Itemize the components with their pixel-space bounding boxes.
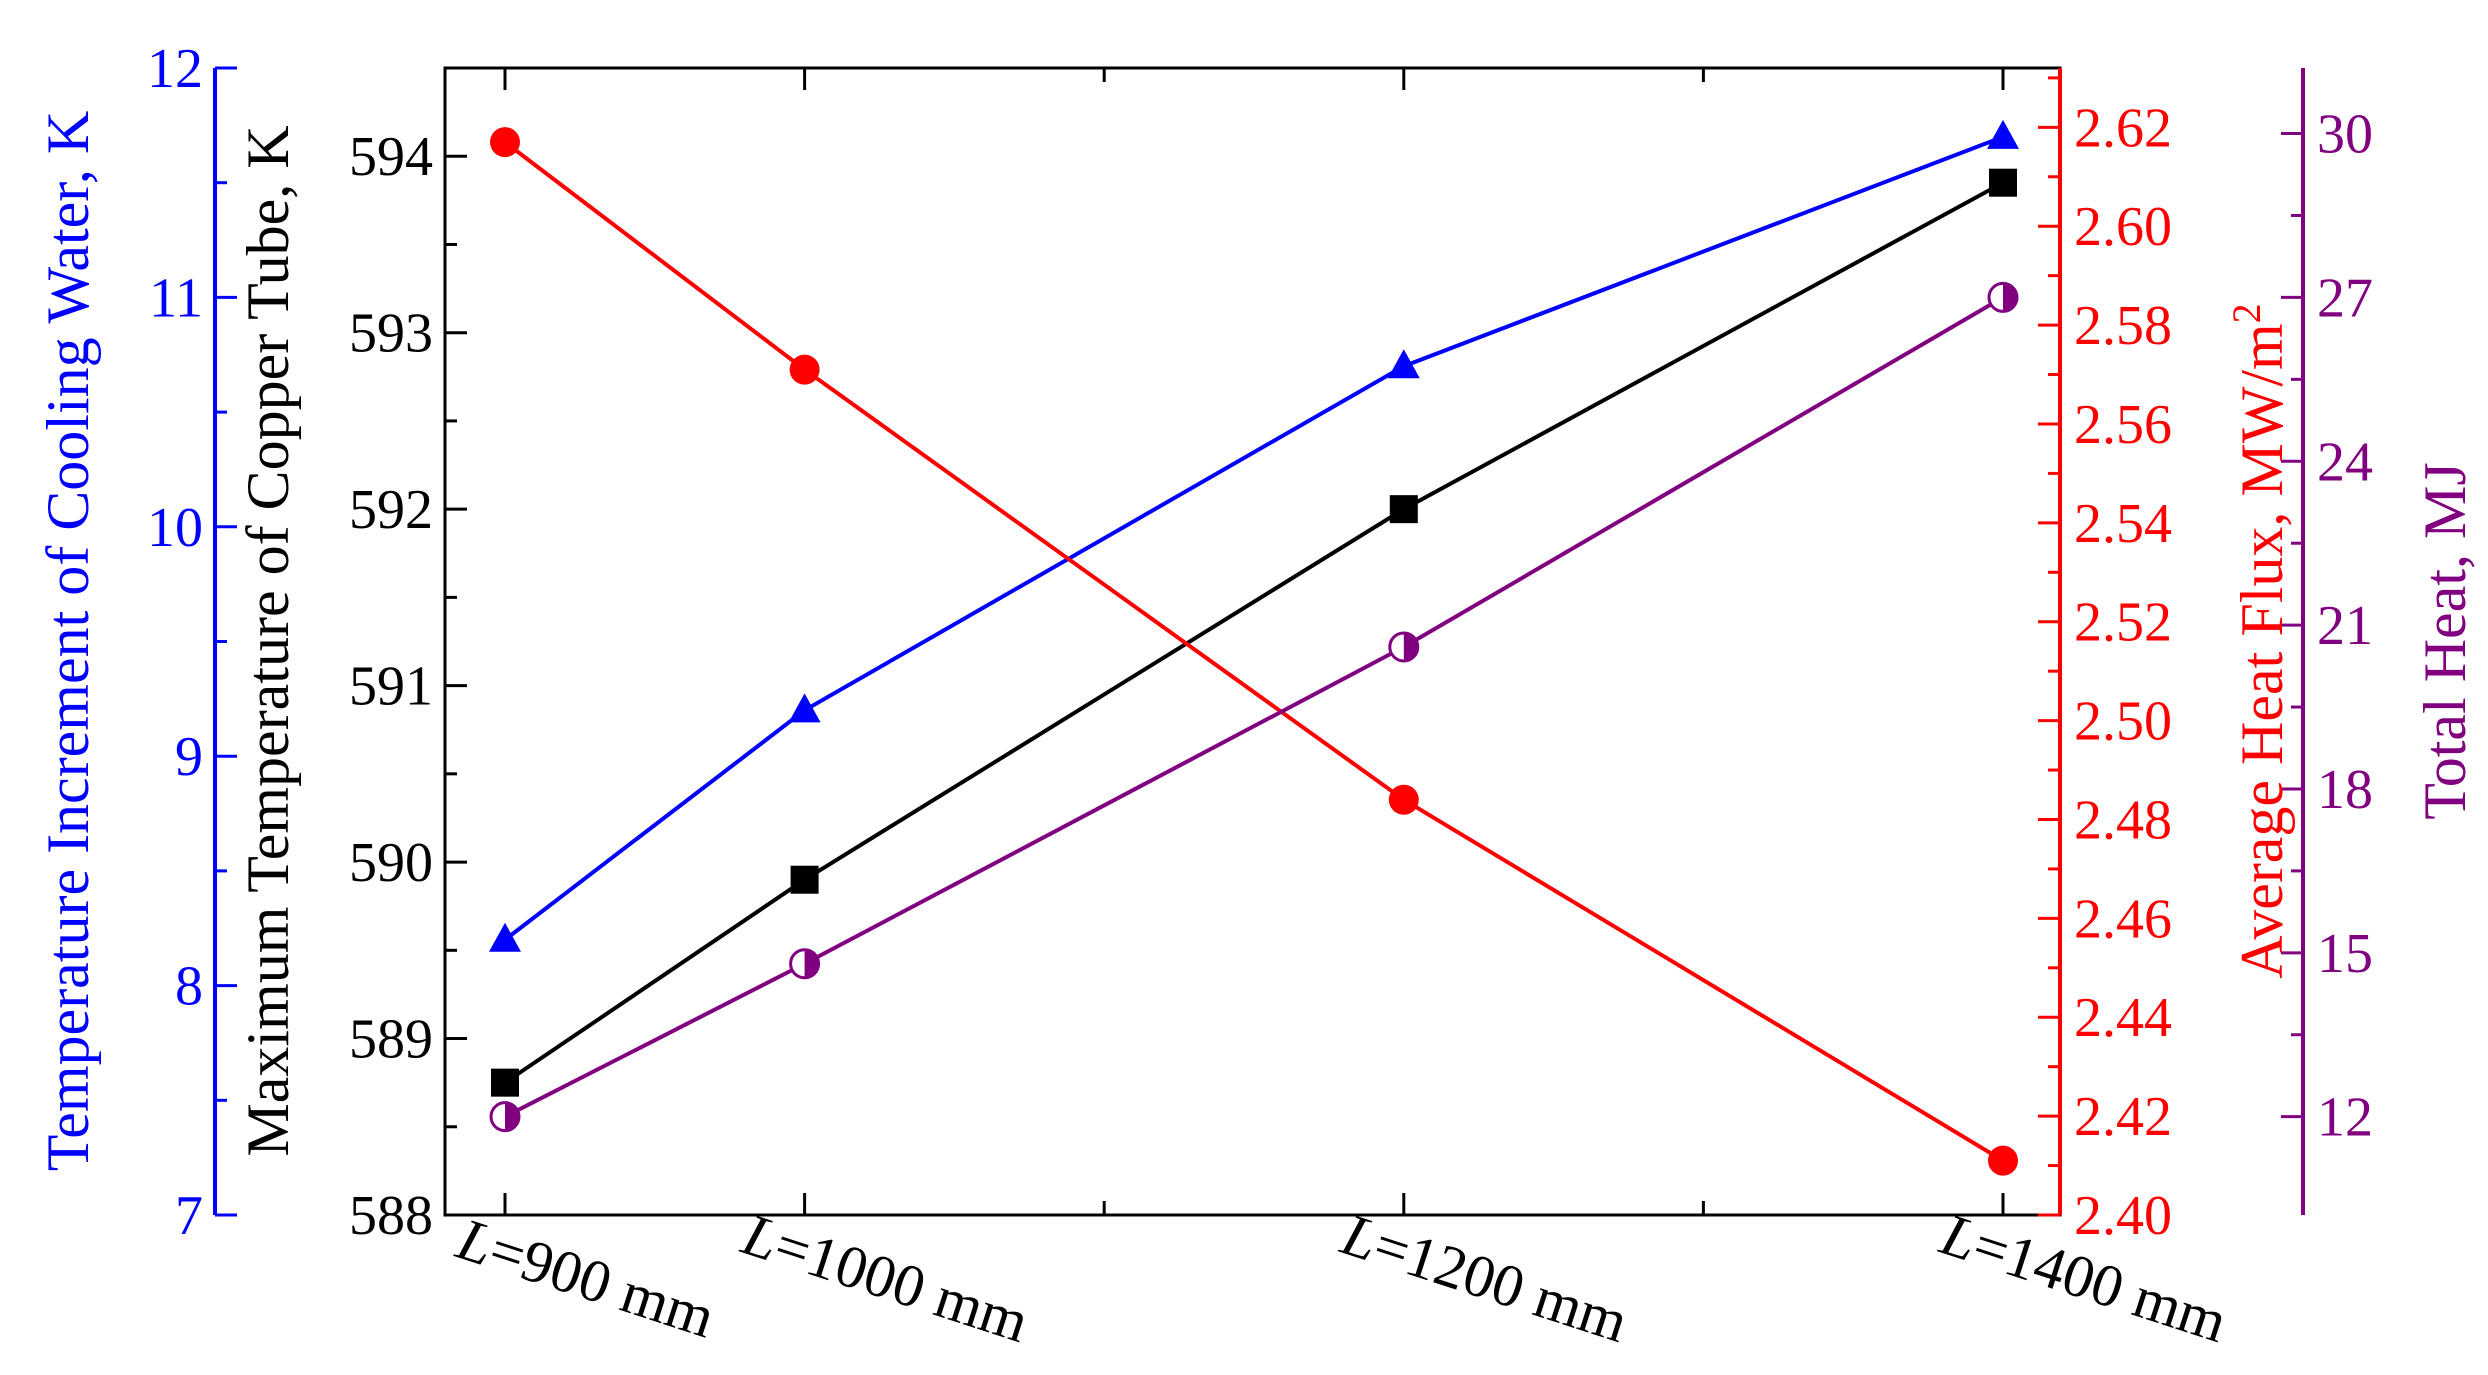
- left-outer-tick-label: 9: [175, 726, 203, 788]
- right-outer-tick-label: 18: [2317, 759, 2373, 821]
- left-outer-tick-label: 7: [175, 1185, 203, 1247]
- right-inner-tick-label: 2.56: [2074, 394, 2172, 456]
- series-line: [503, 134, 2004, 942]
- series-half-circle: [489, 281, 2019, 1133]
- data-point-half-circle-fill: [2003, 283, 2018, 312]
- data-point-square: [491, 1068, 519, 1097]
- right-inner-tick-label: 2.52: [2074, 592, 2172, 654]
- right-outer-tick-label: 27: [2317, 267, 2373, 329]
- data-point-half-circle-fill: [505, 1102, 519, 1131]
- right-inner-tick-label: 2.54: [2074, 493, 2172, 555]
- series-square: [491, 168, 2017, 1097]
- right-inner-tick-label: 2.42: [2074, 1086, 2172, 1148]
- right-inner-tick-label: 2.40: [2074, 1185, 2172, 1247]
- series-line: [504, 295, 2005, 1119]
- right-outer-tick-label: 30: [2317, 104, 2373, 166]
- data-point-half-circle: [1388, 631, 1420, 663]
- right-inner-tick-label: 2.48: [2074, 789, 2172, 851]
- left-inner-tick-label: 588: [349, 1185, 433, 1247]
- left-outer-axis-ticks: 7 8 9 10 11 12: [147, 38, 237, 1247]
- data-point-half-circle-fill: [1403, 632, 1418, 661]
- data-point-circle: [1388, 784, 1419, 815]
- data-point-triangle: [788, 693, 821, 723]
- right-inner-tick-label: 2.50: [2074, 691, 2172, 753]
- series-line: [503, 180, 2004, 1085]
- left-inner-tick-label: 592: [349, 479, 433, 541]
- x-axis-ticks: [503, 68, 2005, 1215]
- left-inner-tick-label: 594: [349, 126, 433, 188]
- right-inner-axis-title: Average Heat Flux, MW/m2: [2224, 303, 2295, 978]
- data-point-half-circle: [789, 948, 821, 980]
- data-point-half-circle: [1987, 281, 2019, 313]
- left-inner-tick-label: 589: [349, 1009, 433, 1071]
- left-outer-tick-label: 11: [149, 267, 203, 329]
- left-inner-axis-ticks: 588 589 590 591 592 593 594: [349, 66, 467, 1247]
- right-inner-axis-title-sup: 2: [2224, 303, 2269, 323]
- right-outer-axis-ticks: 12 15 18 21 24 27 30: [2281, 104, 2373, 1149]
- data-point-square: [790, 865, 819, 894]
- left-outer-tick-label: 10: [147, 497, 203, 559]
- left-outer-tick-label: 12: [147, 38, 203, 100]
- data-point-circle: [1988, 1145, 2018, 1176]
- data-point-half-circle: [489, 1101, 521, 1133]
- left-inner-tick-label: 593: [349, 303, 433, 365]
- right-outer-tick-label: 12: [2317, 1087, 2373, 1149]
- left-outer-tick-label: 8: [175, 956, 203, 1018]
- data-point-half-circle-fill: [804, 949, 819, 978]
- series-layer: [489, 119, 2019, 1176]
- right-inner-tick-label: 2.58: [2074, 295, 2172, 357]
- left-inner-axis-title: Maximum Temperature of Copper Tube, K: [235, 125, 301, 1156]
- left-inner-tick-label: 591: [349, 656, 433, 718]
- data-point-triangle: [1987, 119, 2019, 149]
- series-triangle: [489, 119, 2019, 952]
- right-outer-tick-label: 21: [2317, 595, 2373, 657]
- series-line: [503, 140, 2005, 1163]
- left-inner-tick-label: 590: [349, 832, 433, 894]
- right-outer-tick-label: 24: [2317, 431, 2373, 493]
- right-inner-tick-label: 2.60: [2074, 196, 2172, 258]
- data-point-square: [1989, 168, 2017, 197]
- right-inner-axis-title-main: Average Heat Flux, MW/m: [2229, 323, 2295, 978]
- right-inner-tick-label: 2.44: [2074, 987, 2172, 1049]
- left-outer-axis-title: Temperature Increment of Cooling Water, …: [35, 111, 101, 1171]
- right-outer-tick-label: 15: [2317, 923, 2373, 985]
- right-inner-axis-ticks: 2.40 2.42 2.44 2.46 2.48 2.50 2.52 2.54 2.56 2.58…: [2038, 76, 2172, 1247]
- series-circle: [490, 127, 2018, 1176]
- data-point-square: [1389, 495, 1418, 524]
- data-point-circle: [490, 127, 520, 158]
- right-inner-tick-label: 2.62: [2074, 97, 2172, 159]
- right-inner-tick-label: 2.46: [2074, 888, 2172, 950]
- data-point-triangle: [1387, 349, 1420, 379]
- data-point-circle: [789, 354, 820, 385]
- right-outer-axis-title: Total Heat, MJ: [2412, 462, 2478, 819]
- data-point-triangle: [489, 922, 521, 952]
